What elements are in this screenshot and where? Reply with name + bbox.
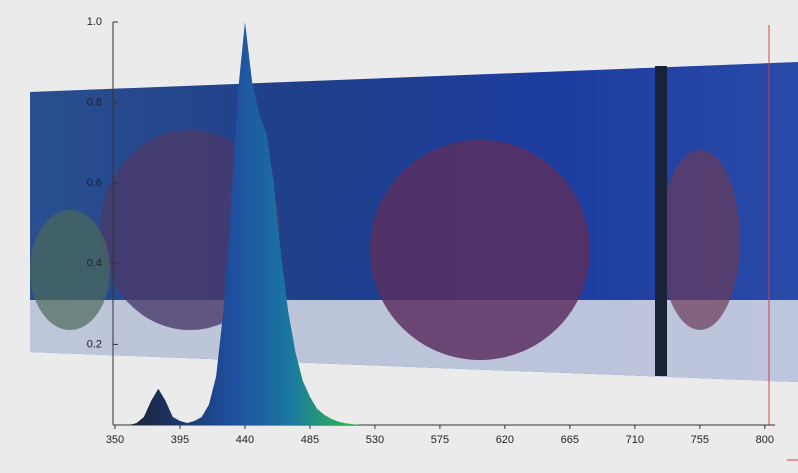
x-tick-label: 575 bbox=[431, 434, 449, 446]
x-tick-label: 485 bbox=[301, 434, 319, 446]
y-tick-label: 0.8 bbox=[87, 97, 102, 109]
y-tick-label: 0.4 bbox=[87, 258, 102, 270]
y-tick-label: 1.0 bbox=[87, 16, 102, 28]
aquarium-photo bbox=[30, 25, 798, 461]
y-tick-label: 0.6 bbox=[87, 177, 102, 189]
x-tick-label: 530 bbox=[366, 434, 384, 446]
x-tick-label: 350 bbox=[106, 434, 124, 446]
x-tick-label: 665 bbox=[561, 434, 579, 446]
x-tick-label: 710 bbox=[626, 434, 644, 446]
x-tick-label: 395 bbox=[171, 434, 189, 446]
y-tick-label: 0.2 bbox=[87, 338, 102, 350]
x-tick-label: 620 bbox=[496, 434, 514, 446]
x-tick-label: 440 bbox=[236, 434, 254, 446]
x-tick-label: 800 bbox=[756, 434, 774, 446]
x-tick-label: 755 bbox=[691, 434, 709, 446]
spectrum-area bbox=[129, 22, 361, 425]
